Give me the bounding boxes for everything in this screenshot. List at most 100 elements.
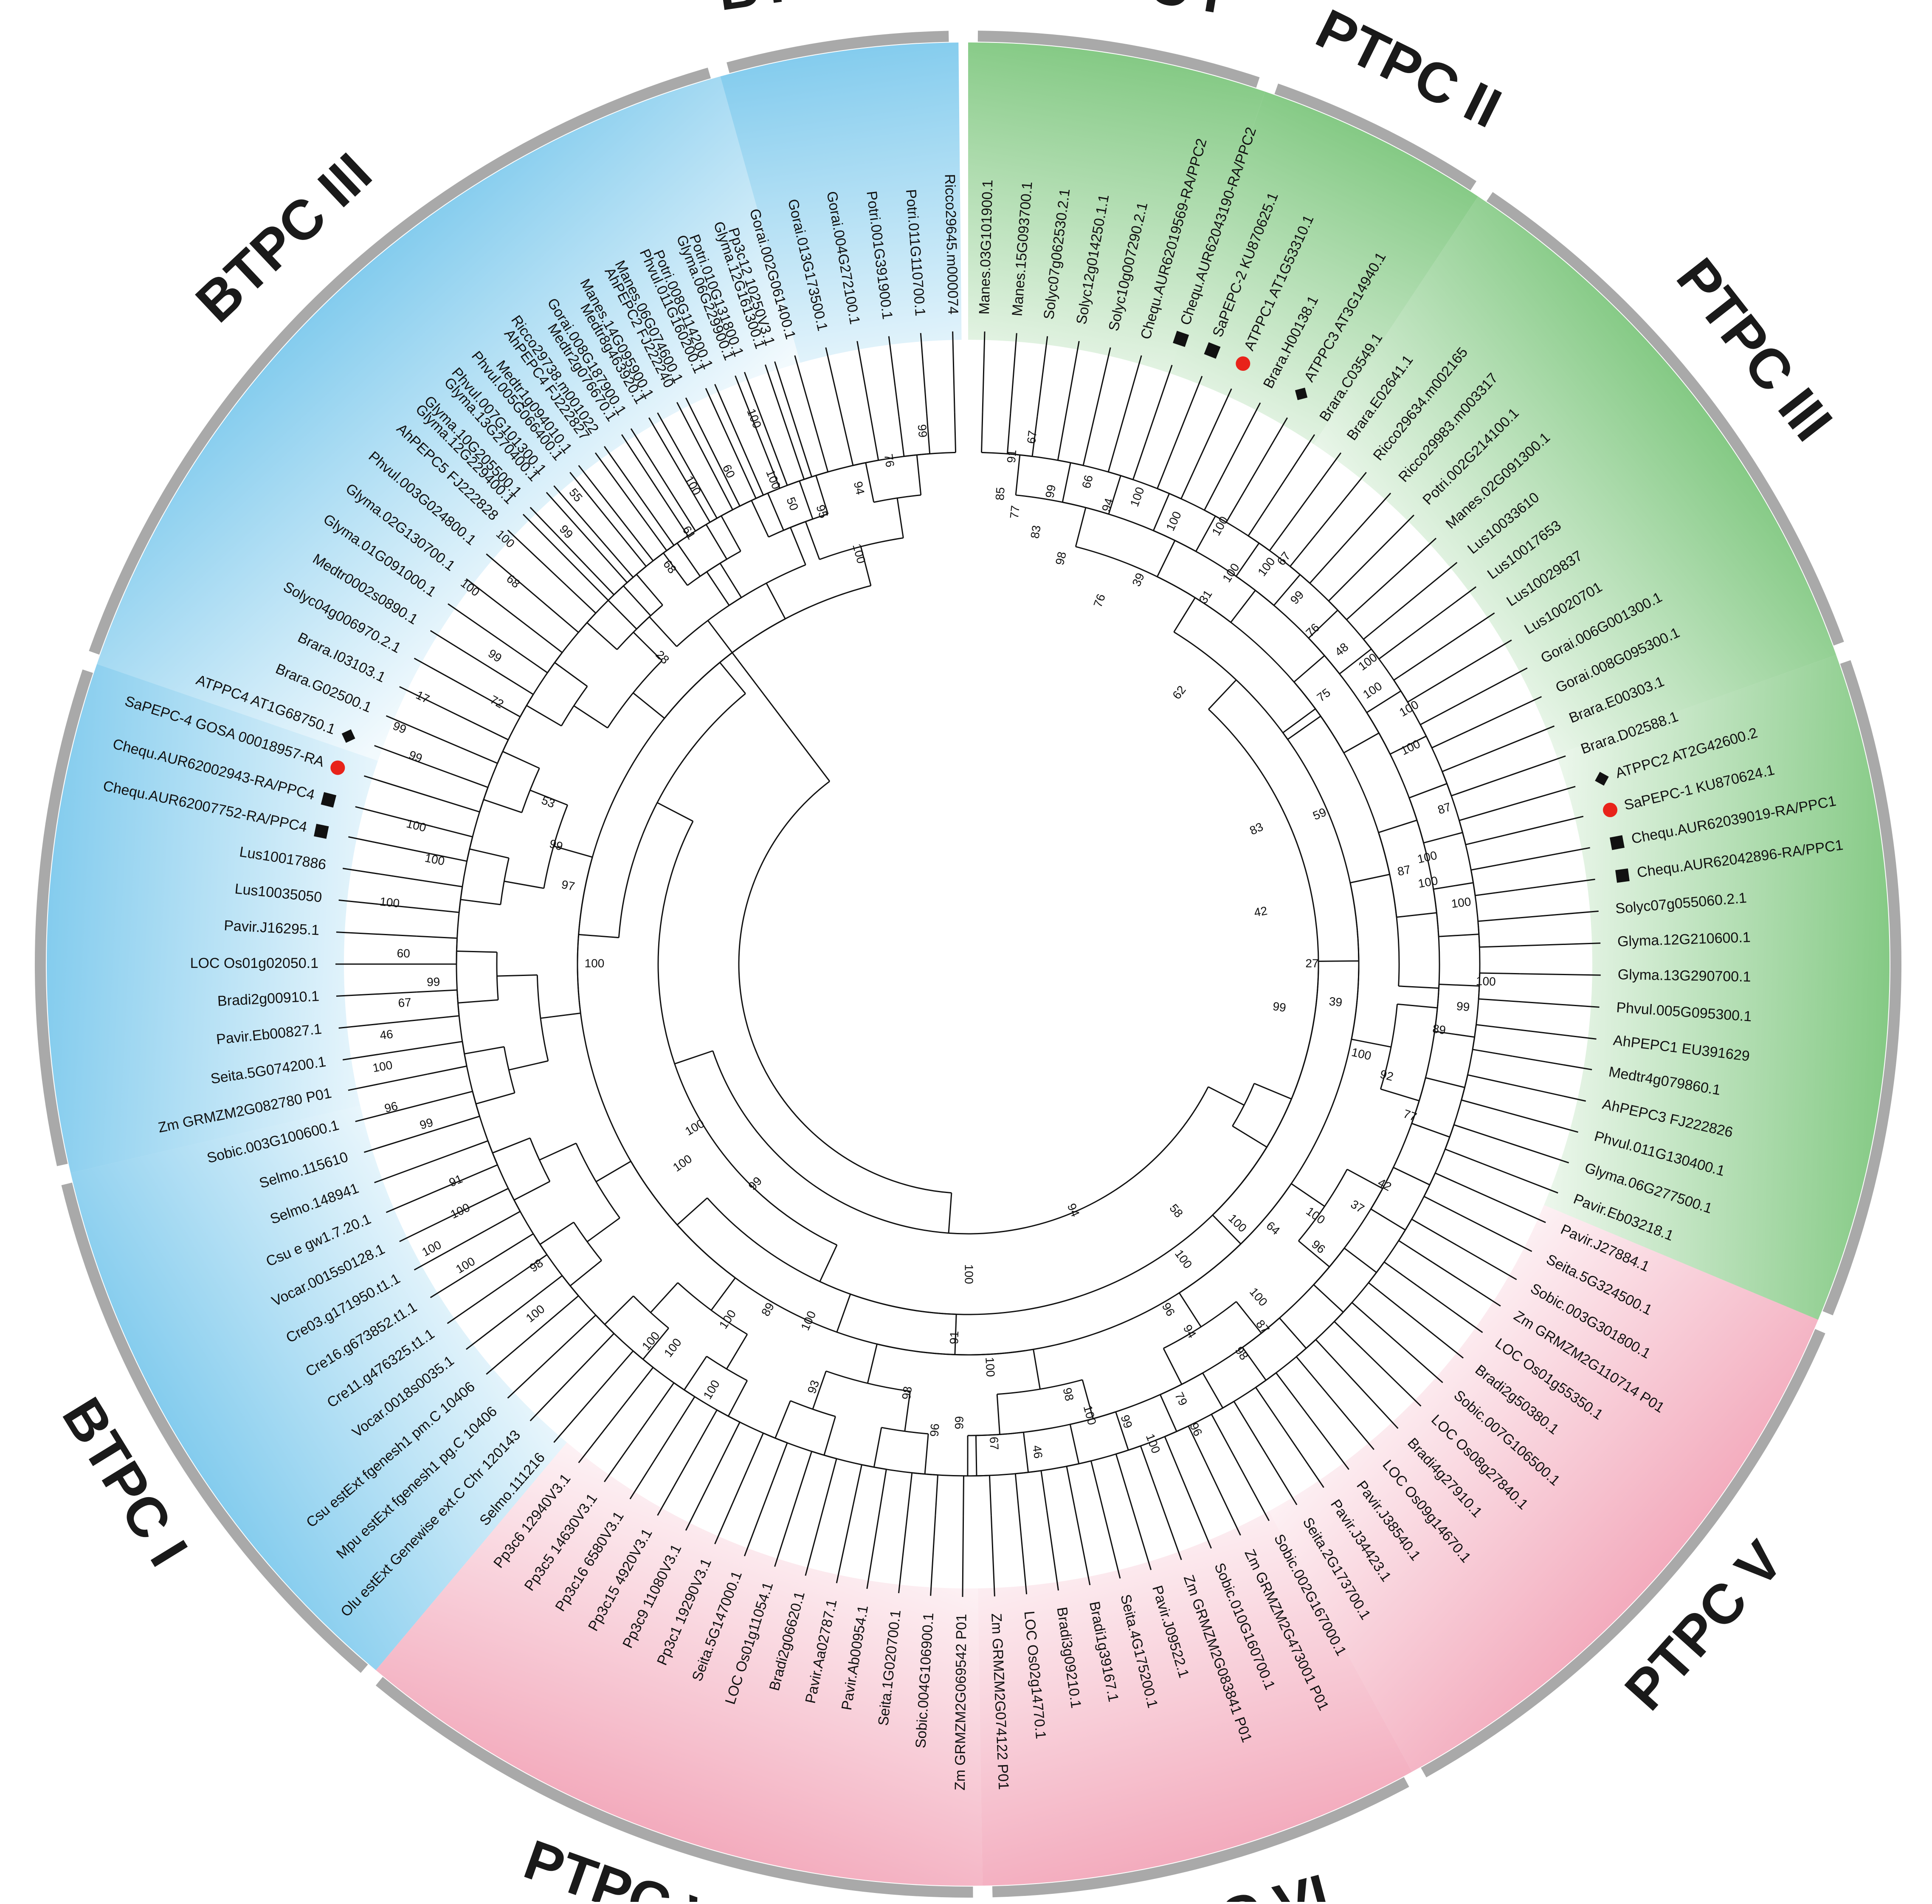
internal-branch <box>649 617 676 646</box>
bootstrap-value: 100 <box>983 1357 997 1377</box>
terminal-branch <box>1146 365 1172 441</box>
terminal-branch <box>805 1498 826 1576</box>
terminal-branch <box>1516 1030 1597 1039</box>
bootstrap-value: 67 <box>397 996 411 1010</box>
internal-branch <box>465 1047 504 1054</box>
terminal-branch <box>523 514 580 572</box>
bootstrap-values: 1006010061682855991006810099721799991001… <box>372 407 1496 1459</box>
bootstrap-value: 100 <box>1416 849 1438 866</box>
internal-branch <box>949 1193 952 1233</box>
internal-branch <box>450 1141 488 1155</box>
internal-branch <box>1439 934 1479 937</box>
internal-branch <box>790 527 805 565</box>
internal-branch <box>728 1381 747 1416</box>
terminal-branch <box>1519 1001 1600 1007</box>
internal-branch <box>713 1051 1208 1234</box>
internal-branch <box>470 849 509 858</box>
terminal-branch <box>631 429 674 497</box>
internal-branch <box>1296 1357 1322 1388</box>
internal-branch <box>587 623 617 649</box>
square-marker-icon <box>1610 835 1625 850</box>
terminal-branch <box>375 1155 450 1183</box>
internal-branch <box>1479 999 1519 1001</box>
internal-branch <box>1179 1293 1201 1327</box>
internal-branch <box>1314 1285 1343 1312</box>
bootstrap-value: 100 <box>701 1378 722 1402</box>
internal-branch <box>675 1051 713 1064</box>
leaf-label: Glyma.13G290700.1 <box>1617 967 1751 985</box>
internal-branch <box>497 975 537 976</box>
internal-branch <box>1475 890 1515 896</box>
internal-branch <box>800 481 813 519</box>
terminal-branch <box>658 413 697 483</box>
terminal-branch <box>1417 1286 1482 1333</box>
bootstrap-value: 100 <box>1143 1432 1163 1456</box>
bootstrap-value: 99 <box>1272 999 1287 1014</box>
internal-branch <box>514 650 547 673</box>
circle-marker-icon <box>1236 356 1250 371</box>
bootstrap-value: 91 <box>1005 449 1019 464</box>
internal-branch <box>899 416 904 456</box>
terminal-branch <box>622 434 666 502</box>
internal-branch <box>605 1296 633 1324</box>
internal-branch <box>844 426 853 465</box>
internal-branch <box>720 563 741 598</box>
internal-branch <box>514 1182 550 1200</box>
terminal-branch <box>1377 538 1436 592</box>
bootstrap-value: 96 <box>928 1423 942 1437</box>
terminal-branch <box>1472 1190 1546 1223</box>
internal-branch <box>1363 614 1394 639</box>
internal-branch <box>1091 1461 1101 1500</box>
terminal-branch <box>857 341 871 420</box>
internal-branch <box>1279 1318 1306 1348</box>
internal-branch <box>643 518 667 551</box>
bootstrap-value: 100 <box>639 1329 662 1353</box>
terminal-branch <box>1337 493 1391 553</box>
internal-branch <box>621 535 646 567</box>
bootstrap-value: 100 <box>1209 514 1231 538</box>
terminal-branch <box>1223 403 1260 474</box>
internal-branch <box>1334 1322 1363 1350</box>
leaf-label: Zm GRMZM2G069542 P01 <box>952 1614 970 1791</box>
internal-branch <box>579 934 619 937</box>
bootstrap-value: 60 <box>720 463 738 480</box>
internal-branch <box>1076 547 1399 986</box>
internal-branch <box>706 525 727 559</box>
terminal-branch <box>775 361 800 438</box>
bootstrap-value: 100 <box>1397 698 1421 719</box>
internal-branch <box>540 1222 574 1244</box>
terminal-branch <box>1247 418 1287 488</box>
internal-branch <box>441 1116 480 1128</box>
terminal-branch <box>1520 943 1600 946</box>
terminal-branch <box>1154 1484 1181 1560</box>
bootstrap-value: 96 <box>1187 1421 1205 1439</box>
bootstrap-value: 94 <box>1065 1202 1082 1219</box>
internal-branch <box>1163 1348 1182 1385</box>
bootstrap-value: 99 <box>548 837 564 853</box>
terminal-branch <box>1382 1329 1443 1383</box>
internal-branch <box>441 800 480 812</box>
terminal-branch <box>604 446 651 512</box>
internal-branch <box>1420 706 1456 725</box>
bootstrap-value: 46 <box>379 1027 394 1042</box>
internal-branch <box>623 586 651 615</box>
bootstrap-value: 93 <box>805 1378 822 1395</box>
terminal-branch <box>1456 668 1527 706</box>
internal-branch <box>1165 1436 1180 1474</box>
bootstrap-value: 76 <box>882 453 897 468</box>
terminal-branch <box>1511 848 1590 863</box>
internal-branch <box>1473 1049 1512 1056</box>
terminal-branch <box>1322 1388 1374 1450</box>
terminal-branch <box>649 418 690 488</box>
internal-branch <box>586 566 614 595</box>
bootstrap-value: 100 <box>448 1201 472 1221</box>
internal-branch <box>484 800 522 813</box>
terminal-branch <box>1357 515 1414 573</box>
internal-branch <box>1424 1196 1460 1215</box>
internal-branch <box>1196 516 1215 551</box>
internal-branch <box>1371 1209 1405 1230</box>
terminal-branch <box>1270 434 1315 502</box>
internal-branch <box>775 1401 791 1438</box>
internal-branch <box>461 900 501 905</box>
